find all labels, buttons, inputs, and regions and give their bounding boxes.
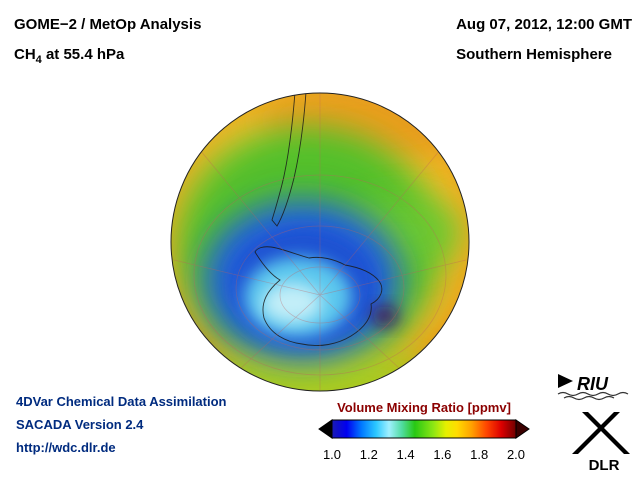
credits-block: 4DVar Chemical Data Assimilation SACADA … bbox=[16, 390, 227, 459]
colorbar-scale bbox=[318, 419, 530, 439]
ch4-field-layers bbox=[171, 93, 469, 391]
colorbar-gradient-bar bbox=[331, 419, 517, 439]
dlr-logo: DLR bbox=[572, 412, 630, 474]
riu-pennant-icon bbox=[558, 374, 573, 388]
colorbar-arrow-left bbox=[318, 419, 333, 439]
version-label: SACADA Version 2.4 bbox=[16, 417, 144, 432]
datetime-label: Aug 07, 2012, 12:00 GMT bbox=[456, 16, 632, 33]
ch4-bottom-band bbox=[188, 346, 448, 391]
species-pressure-label: CH4 at 55.4 hPa bbox=[14, 40, 201, 70]
species-subscript: 4 bbox=[35, 54, 42, 66]
south-america-coastline bbox=[271, 93, 307, 227]
graticule bbox=[173, 93, 467, 390]
colorbar-tick: 1.4 bbox=[396, 447, 415, 462]
product-title: GOME−2 / MetOp Analysis bbox=[14, 16, 202, 33]
species-suffix: at 55.4 hPa bbox=[41, 46, 125, 63]
riu-waves-icon bbox=[557, 391, 629, 401]
product-title-block: GOME−2 / MetOp Analysis CH4 at 55.4 hPa bbox=[14, 10, 201, 70]
ch4-minimum-spot bbox=[372, 306, 398, 326]
colorbar-ticks: 1.0 1.2 1.4 1.6 1.8 2.0 bbox=[319, 447, 529, 462]
species-prefix: CH bbox=[14, 46, 36, 63]
riu-logo-text: RIU bbox=[577, 374, 609, 394]
website-url: http://wdc.dlr.de bbox=[16, 440, 116, 455]
colorbar-tick: 1.8 bbox=[470, 447, 489, 462]
dlr-logo-text: DLR bbox=[589, 457, 620, 474]
colorbar-tick: 1.2 bbox=[359, 447, 378, 462]
colorbar-tick: 2.0 bbox=[506, 447, 526, 462]
dlr-emblem-icon bbox=[572, 412, 630, 454]
colorbar-legend: Volume Mixing Ratio [ppmv] 1.0 1.2 1.4 1.6 1… bbox=[318, 400, 530, 462]
antarctica-coastline bbox=[254, 246, 383, 347]
globe-rim bbox=[170, 92, 470, 392]
ch4-core-light bbox=[262, 283, 322, 323]
colorbar-tick: 1.6 bbox=[433, 447, 452, 462]
assimilation-label: 4DVar Chemical Data Assimilation bbox=[16, 394, 227, 409]
globe-map bbox=[170, 92, 470, 392]
hemisphere-label: Southern Hemisphere bbox=[456, 46, 612, 63]
colorbar-arrow-right bbox=[515, 419, 530, 439]
colorbar-tick: 1.0 bbox=[322, 447, 342, 462]
riu-logo: RIU bbox=[557, 374, 629, 401]
datetime-block: Aug 07, 2012, 12:00 GMT Southern Hemisph… bbox=[456, 10, 632, 70]
colorbar-title: Volume Mixing Ratio [ppmv] bbox=[337, 400, 511, 415]
